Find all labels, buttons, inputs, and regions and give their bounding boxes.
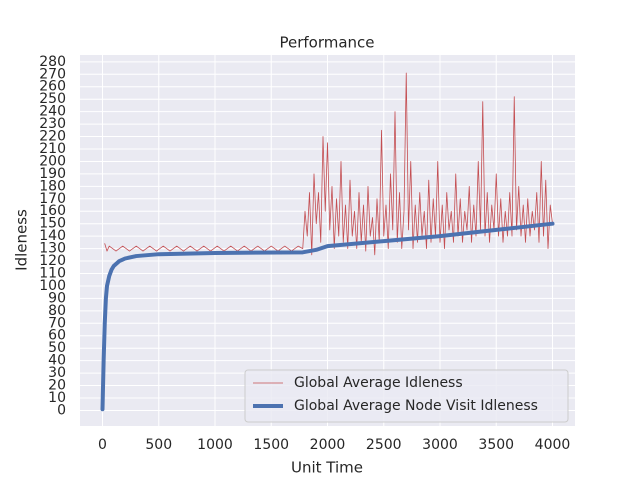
legend-label: Global Average Node Visit Idleness [294,398,538,414]
y-tick-label: 130 [39,241,66,257]
x-tick-label: 1500 [253,437,289,453]
y-tick-label: 10 [48,390,66,406]
y-tick-label: 120 [39,253,66,269]
y-tick-label: 40 [48,353,66,369]
series-line [100,221,555,412]
y-tick-label: 170 [39,191,66,207]
y-tick-label: 70 [48,315,66,331]
y-tick-label: 0 [57,402,66,418]
y-tick-label: 210 [39,141,66,157]
y-tick-label: 160 [39,203,66,219]
y-tick-label: 250 [39,91,66,107]
x-tick-label: 3500 [478,437,514,453]
y-tick-label: 260 [39,79,66,95]
series-line [104,72,553,256]
chart-title: Performance [279,34,374,52]
x-tick-label: 500 [145,437,172,453]
x-tick-label: 3000 [422,437,458,453]
y-tick-label: 80 [48,303,66,319]
x-tick-label: 1000 [197,437,233,453]
x-tick-label: 2500 [366,437,402,453]
y-tick-label: 100 [39,278,66,294]
y-tick-label: 20 [48,378,66,394]
y-tick-label: 190 [39,166,66,182]
y-tick-label: 220 [39,129,66,145]
y-tick-label: 230 [39,116,66,132]
y-axis-label: Idleness [13,209,31,271]
y-tick-label: 200 [39,153,66,169]
y-tick-label: 90 [48,290,66,306]
y-tick-label: 180 [39,178,66,194]
y-tick-label: 270 [39,66,66,82]
legend-label: Global Average Idleness [294,375,463,391]
y-tick-label: 50 [48,340,66,356]
y-tick-label: 280 [39,54,66,70]
x-tick-label: 4000 [535,437,571,453]
y-tick-label: 240 [39,104,66,120]
y-tick-label: 150 [39,216,66,232]
legend-box [244,369,569,423]
x-tick-label: 0 [98,437,107,453]
y-tick-label: 140 [39,228,66,244]
y-tick-label: 60 [48,328,66,344]
x-tick-label: 2000 [310,437,346,453]
y-tick-label: 30 [48,365,66,381]
y-tick-label: 110 [39,265,66,281]
x-axis-label: Unit Time [291,459,363,477]
